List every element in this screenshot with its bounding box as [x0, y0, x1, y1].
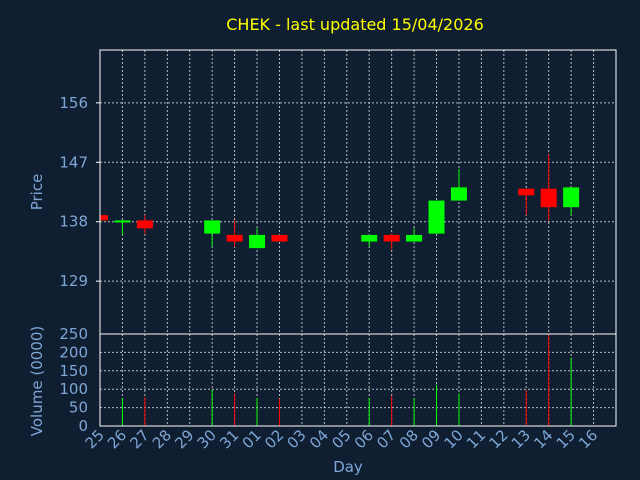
price-tick-label: 147	[59, 153, 88, 171]
candle-30	[204, 220, 221, 247]
day-axis-title: Day	[333, 458, 363, 476]
x-tick-labels: 2526272829303101020304050607080910111213…	[82, 426, 602, 452]
candle-08	[406, 228, 423, 242]
candle-02	[271, 234, 288, 242]
candle-01	[249, 228, 266, 249]
candle-10	[450, 168, 467, 201]
candle-body	[518, 188, 535, 196]
volume-tick-label: 50	[69, 399, 88, 417]
volume-tick-label: 200	[59, 343, 88, 361]
candle-27	[136, 215, 153, 234]
candle-body	[450, 187, 467, 201]
candle-07	[383, 233, 400, 250]
candle-25	[99, 215, 108, 221]
candle-26	[114, 219, 131, 235]
price-tick-label: 129	[59, 272, 88, 290]
price-axis-title: Price	[28, 174, 46, 211]
volume-tick-label: 150	[59, 362, 88, 380]
candle-body	[271, 234, 288, 242]
candle-body	[406, 234, 423, 242]
candle-body	[563, 187, 580, 208]
candle-13	[518, 188, 535, 216]
volume-tick-label: 250	[59, 325, 88, 343]
volume-axis-title: Volume (0000)	[28, 326, 46, 436]
candle-body	[249, 234, 266, 249]
candle-body	[136, 220, 153, 229]
candle-15	[563, 187, 580, 216]
volume-tick-label: 0	[78, 417, 88, 435]
candle-09	[428, 200, 445, 234]
candle-body	[226, 234, 243, 242]
price-tick-label: 138	[59, 213, 88, 231]
candle-body	[540, 188, 557, 208]
candle-body	[204, 220, 221, 234]
candle-body	[100, 215, 108, 221]
candle-14	[540, 154, 557, 221]
candle-body	[361, 234, 378, 242]
volume-tick-label: 100	[59, 380, 88, 398]
candle-body	[428, 200, 445, 234]
price-tick-label: 156	[59, 94, 88, 112]
volume-frame	[99, 333, 617, 427]
candle-body	[114, 220, 131, 223]
price-panel: 129 138 147 156	[59, 49, 617, 335]
candle-31	[226, 220, 243, 247]
price-frame	[99, 49, 617, 335]
chart-title: CHEK - last updated 15/04/2026	[226, 15, 484, 34]
candle-body	[383, 234, 400, 242]
candle-06	[361, 234, 378, 247]
x-tick-label: 16	[575, 426, 601, 452]
